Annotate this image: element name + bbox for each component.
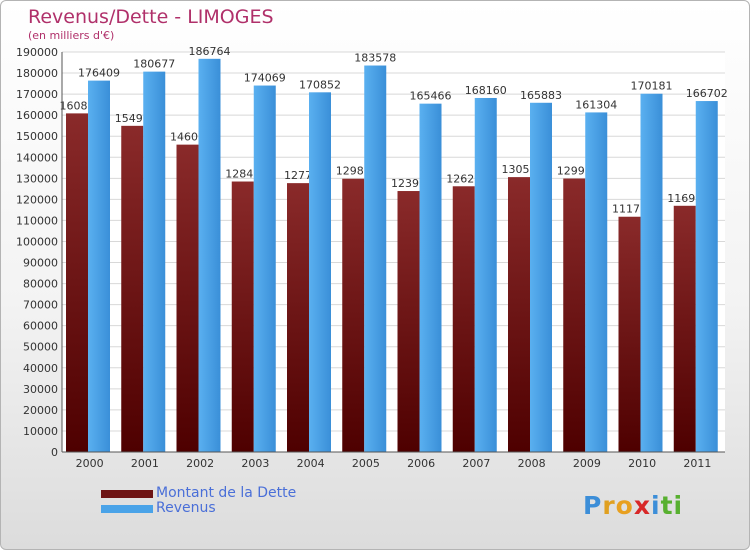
data-label-dette: 12990 (557, 165, 592, 178)
data-label-revenus: 183578 (354, 52, 396, 65)
bar-revenus (640, 93, 663, 452)
bar-dette (508, 177, 530, 452)
y-tick-label: 80000 (23, 278, 58, 291)
logo-letter: o (615, 491, 634, 520)
bar-revenus (143, 71, 166, 452)
data-label-dette: 11175 (612, 203, 647, 216)
x-tick-label: 2005 (352, 457, 380, 470)
x-tick-label: 2006 (407, 457, 435, 470)
logo-letter: P (583, 491, 603, 520)
plot-area (62, 52, 725, 452)
y-tick-label: 100000 (16, 235, 58, 248)
y-tick-label: 60000 (23, 320, 58, 333)
data-label-dette: 12848 (225, 168, 260, 181)
x-tick-label: 2010 (628, 457, 656, 470)
data-label-dette: 12396 (391, 177, 426, 190)
bar-revenus (530, 102, 552, 452)
bar-revenus (198, 58, 221, 453)
bar-dette (342, 178, 365, 452)
bar-revenus (88, 80, 110, 452)
data-label-dette: 14600 (170, 131, 205, 144)
logo-letter: i (651, 491, 661, 520)
bar-dette (176, 144, 199, 452)
data-label-revenus: 186764 (189, 45, 231, 58)
y-tick-label: 120000 (16, 193, 58, 206)
y-tick-label: 160000 (16, 109, 58, 122)
bar-dette (121, 125, 144, 453)
bar-revenus (253, 85, 276, 453)
bar-dette (452, 186, 475, 452)
chart-subtitle: (en milliers d'€) (28, 29, 115, 42)
data-label-revenus: 166702 (686, 87, 728, 100)
bar-revenus (309, 92, 331, 452)
data-label-revenus: 174069 (244, 72, 286, 85)
legend-label-revenus: Revenus (156, 500, 216, 516)
x-tick-label: 2002 (186, 457, 214, 470)
y-tick-label: 150000 (16, 130, 58, 143)
data-label-dette: 12622 (446, 172, 481, 185)
bar-revenus (585, 112, 608, 452)
bar-dette (618, 216, 641, 452)
data-label-dette: 12980 (336, 165, 371, 178)
x-tick-label: 2011 (683, 457, 711, 470)
data-label-revenus: 165466 (410, 90, 452, 103)
y-tick-label: 140000 (16, 151, 58, 164)
proxiti-logo: Proxiti (583, 491, 683, 520)
bar-revenus (419, 103, 442, 453)
legend-label-dette: Montant de la Dette (156, 485, 297, 501)
y-tick-label: 0 (51, 446, 58, 459)
bar-dette (66, 113, 88, 453)
data-label-revenus: 176409 (78, 67, 120, 80)
bar-revenus (364, 65, 387, 453)
y-tick-label: 130000 (16, 172, 58, 185)
logo-letter: i (673, 491, 684, 520)
bar-dette (231, 181, 254, 452)
y-tick-label: 90000 (23, 257, 58, 270)
data-label-dette: 13057 (502, 163, 537, 176)
logo-letter: t (660, 491, 674, 520)
logo-letter: r (602, 491, 616, 520)
y-tick-label: 70000 (23, 299, 58, 312)
data-label-revenus: 170852 (299, 78, 341, 91)
logo-letter: x (633, 491, 651, 520)
y-tick-label: 170000 (16, 88, 58, 101)
y-tick-label: 50000 (23, 341, 58, 354)
x-tick-label: 2004 (297, 457, 325, 470)
data-label-revenus: 161304 (575, 98, 617, 111)
x-tick-label: 2003 (241, 457, 269, 470)
data-label-revenus: 165883 (520, 89, 562, 102)
x-tick-label: 2000 (76, 457, 104, 470)
bar-revenus (474, 97, 497, 453)
x-tick-label: 2001 (131, 457, 159, 470)
data-label-dette: 15493 (115, 112, 150, 125)
bar-revenus (695, 101, 718, 452)
bar-dette (287, 183, 309, 452)
y-tick-label: 190000 (16, 46, 58, 59)
x-tick-label: 2008 (518, 457, 546, 470)
data-label-revenus: 180677 (133, 58, 175, 71)
data-label-dette: 16084 (60, 99, 95, 112)
y-tick-label: 180000 (16, 67, 58, 80)
data-label-revenus: 168160 (465, 84, 507, 97)
bar-dette (563, 178, 586, 453)
data-label-revenus: 170181 (631, 80, 673, 93)
data-label-dette: 1277 (284, 169, 312, 182)
chart-title: Revenus/Dette - LIMOGES (28, 6, 274, 28)
y-tick-label: 20000 (23, 404, 58, 417)
y-tick-label: 110000 (16, 214, 58, 227)
x-tick-label: 2007 (462, 457, 490, 470)
legend-swatch-revenus (101, 505, 153, 513)
legend-swatch-dette (101, 490, 153, 498)
y-tick-label: 10000 (23, 425, 58, 438)
y-tick-label: 30000 (23, 383, 58, 396)
bar-dette (397, 191, 420, 452)
x-tick-label: 2009 (573, 457, 601, 470)
data-label-dette: 11695 (667, 192, 702, 205)
bar-dette (673, 205, 696, 452)
y-tick-label: 40000 (23, 362, 58, 375)
